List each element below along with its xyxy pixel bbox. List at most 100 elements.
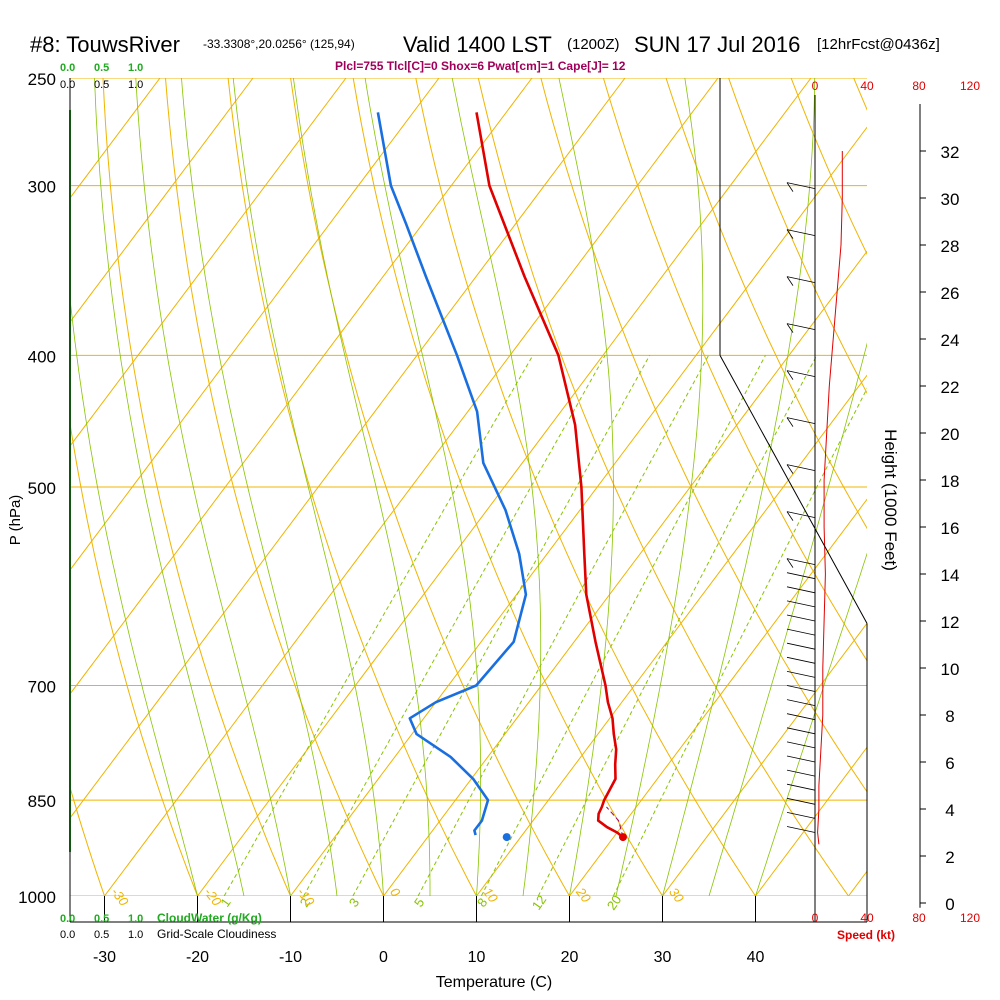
moist-adiabat--10: [135, 78, 291, 896]
isotherm--40: [70, 78, 626, 819]
height-tick-label-32: 32: [941, 143, 960, 162]
sounding-parameters: Plcl=755 Tlcl[C]=0 Shox=6 Pwat[cm]=1 Cap…: [335, 59, 626, 73]
speed-tick-top-0: 0: [812, 79, 819, 93]
cloudiness-scale-top-0: 0.0: [60, 79, 75, 91]
cloud-scale-bottom-1: 0.5: [94, 913, 109, 925]
forecast-date: SUN 17 Jul 2016: [634, 32, 800, 57]
axes: 1 2 3 5 8 12 20-30 -20 -10 0 10 20 30250300400500700…: [18, 70, 959, 966]
height-tick-label-22: 22: [941, 378, 960, 397]
dry-adiabat-110: [853, 78, 867, 111]
height-tick-label-14: 14: [941, 566, 960, 585]
dry-adiabat-40: [415, 78, 756, 896]
wind-barb: [786, 229, 816, 236]
mixing-ratio-line-3: [352, 355, 651, 896]
wind-barb: [786, 656, 816, 664]
surface-temperature-point: [618, 833, 627, 842]
dry-adiabat-50: [477, 78, 849, 896]
dewpoint-profile: [376, 112, 528, 836]
pressure-label-700: 700: [28, 678, 56, 697]
wind-barb: [786, 182, 816, 189]
dry-adiabat-30: [352, 78, 663, 896]
wind-barb-flag: [786, 323, 794, 333]
moist-adiabat-25: [615, 78, 704, 896]
cloudiness-scale-top-2: 1.0: [128, 79, 143, 91]
cloudiness-scale-top-1: 0.5: [94, 79, 109, 91]
pressure-label-400: 400: [28, 347, 56, 366]
mixing-ratio-label-20: 20: [604, 892, 625, 912]
height-axis-title: Height (1000 Feet): [881, 429, 900, 571]
cloud-scale-bottom-0: 0.0: [60, 913, 75, 925]
dry-adiabat-70: [602, 78, 867, 662]
speed-tick-top-1: 40: [860, 79, 874, 93]
wind-barb: [786, 642, 816, 650]
wind-barb: [786, 727, 816, 735]
thermo-grid: [70, 78, 1000, 896]
wind-barb: [786, 558, 816, 565]
dry-adiabat-90: [728, 78, 867, 394]
x-tick-label-10: 10: [468, 949, 486, 966]
dry-adiabat-80: [665, 78, 867, 530]
cloud-scale-top-1: 0.5: [94, 62, 109, 74]
parcel-trace: [606, 806, 624, 838]
wind-barb: [786, 685, 816, 692]
wind-barb: [786, 671, 816, 678]
x-tick-label-20: 20: [561, 949, 579, 966]
speed-tick-bottom-0: 0: [812, 911, 819, 925]
wind-barb: [786, 586, 816, 594]
station-title: #8: TouwsRiver: [30, 32, 180, 57]
cloudiness-scale-bottom-0: 0.0: [60, 929, 75, 941]
wind-barb: [786, 511, 816, 518]
wind-barb: [786, 826, 816, 833]
isotherm--30: [104, 78, 719, 896]
height-tick-label-12: 12: [941, 613, 960, 632]
pressure-label-250: 250: [28, 70, 56, 89]
wind-barb: [786, 713, 816, 721]
isotherm--80: [70, 78, 254, 323]
wind-barb: [786, 464, 816, 471]
isotherm-50: [848, 870, 867, 896]
isotherm--60: [70, 78, 440, 571]
wind-barb: [786, 797, 816, 805]
height-tick-label-2: 2: [945, 848, 954, 867]
isotherm-label--30: -30: [108, 885, 132, 910]
height-tick-label-0: 0: [945, 895, 954, 914]
dry-adiabat-60: [540, 78, 867, 793]
isotherm--20: [197, 78, 812, 896]
moist-adiabat-30: [662, 78, 816, 896]
x-tick-label-40: 40: [747, 949, 765, 966]
height-tick-label-26: 26: [941, 284, 960, 303]
height-tick-label-6: 6: [945, 754, 954, 773]
pressure-label-1000: 1000: [18, 888, 56, 907]
height-tick-label-8: 8: [945, 707, 954, 726]
dry-adiabat-130: [979, 78, 1000, 896]
moist-adiabat-10: [364, 78, 482, 896]
dry-adiabat--10: [102, 78, 291, 896]
wind-barb-flag: [786, 370, 794, 380]
wind-barb: [786, 370, 816, 377]
wind-panel: [786, 95, 843, 922]
moist-adiabat-0: [232, 78, 384, 896]
wind-barb-flag: [786, 417, 794, 427]
moist-adiabat--5: [181, 78, 338, 896]
mixing-ratio-line-20: [612, 387, 867, 896]
isotherm--70: [70, 78, 347, 447]
dry-adiabat--20: [70, 420, 198, 896]
sounding-profiles: [376, 112, 627, 842]
height-tick-label-28: 28: [941, 237, 960, 256]
surface-dewpoint-point: [502, 833, 511, 842]
wind-barb: [786, 276, 816, 283]
wind-barb-flag: [786, 464, 794, 474]
speed-tick-bottom-1: 40: [860, 911, 874, 925]
height-tick-label-24: 24: [941, 331, 960, 350]
x-tick-label--10: -10: [279, 949, 302, 966]
isotherm-label--10: -10: [294, 885, 318, 910]
y-axis-title: P (hPa): [7, 495, 24, 546]
wind-barb: [786, 614, 816, 622]
mixing-ratio-label-5: 5: [411, 895, 427, 910]
moist-adiabat--15: [94, 78, 245, 896]
zulu-time: (1200Z): [567, 36, 620, 53]
pressure-label-300: 300: [28, 178, 56, 197]
x-axis-title: Temperature (C): [436, 974, 552, 991]
mixing-ratio-line-1: [223, 355, 534, 896]
